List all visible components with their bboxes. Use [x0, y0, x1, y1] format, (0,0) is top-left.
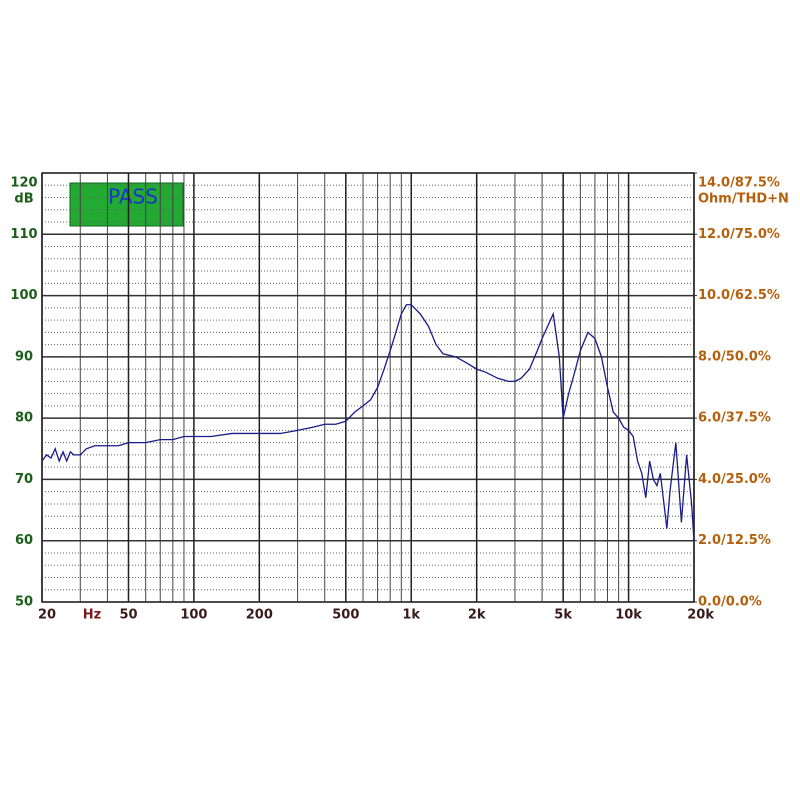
- x-tick-label: 2k: [468, 608, 486, 623]
- y-tick-label: 90: [15, 349, 33, 364]
- y-tick-label: 100: [10, 288, 37, 303]
- y2-tick-label: 10.0/62.5%: [698, 288, 780, 303]
- x-axis-label: Hz: [83, 608, 101, 623]
- x-tick-label: 200: [246, 608, 273, 623]
- y2-axis-label: Ohm/THD+N: [698, 192, 789, 207]
- response-line: [41, 304, 695, 541]
- y2-tick-label: 4.0/25.0%: [698, 472, 771, 487]
- y-tick-label: 70: [15, 472, 33, 487]
- y-tick-label: 80: [15, 411, 33, 426]
- y-tick-label: 60: [15, 533, 33, 548]
- x-tick-label: 50: [119, 608, 137, 623]
- y2-tick-label: 12.0/75.0%: [698, 227, 780, 242]
- pass-badge: [69, 182, 184, 227]
- plot-area: [41, 172, 695, 603]
- y2-tick-label: 8.0/50.0%: [698, 349, 771, 364]
- x-tick-label: 100: [180, 608, 207, 623]
- y2-tick-label: 2.0/12.5%: [698, 533, 771, 548]
- y-tick-label: 50: [15, 595, 33, 610]
- y-tick-label: 110: [10, 227, 37, 242]
- y2-tick-label: 6.0/37.5%: [698, 411, 771, 426]
- x-tick-label: 20: [38, 608, 56, 623]
- y2-tick-label: 0.0/0.0%: [698, 595, 762, 610]
- x-tick-label: 20k: [687, 608, 714, 623]
- x-tick-label: 10k: [615, 608, 642, 623]
- x-tick-label: 500: [332, 608, 359, 623]
- y-axis-label: dB: [14, 192, 33, 207]
- x-tick-label: 5k: [554, 608, 572, 623]
- y2-tick-label: 14.0/87.5%: [698, 176, 780, 191]
- x-tick-label: 1k: [402, 608, 420, 623]
- pass-text: PASS: [108, 185, 158, 209]
- y-tick-label: 120: [10, 176, 37, 191]
